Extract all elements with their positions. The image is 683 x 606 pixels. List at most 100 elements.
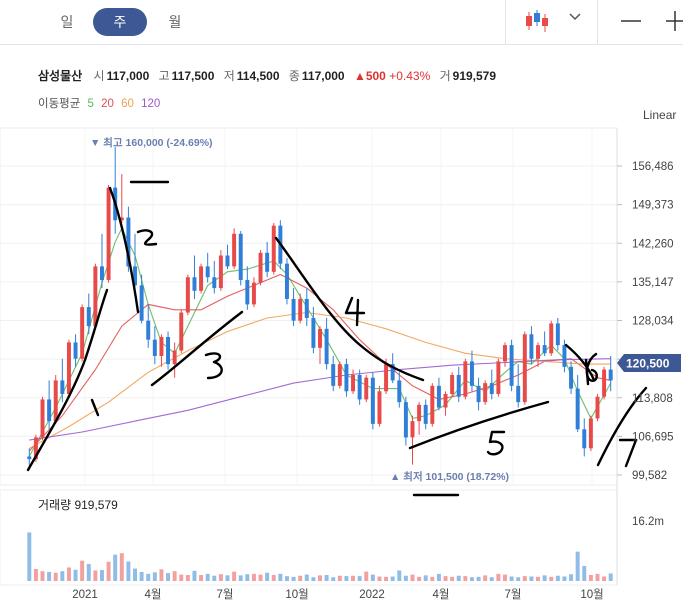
volume-bar xyxy=(503,574,507,581)
candle-body xyxy=(238,233,243,280)
candle-body xyxy=(66,342,71,394)
low-value: 114,500 xyxy=(236,69,280,83)
candle-body xyxy=(503,345,507,362)
candle-body xyxy=(357,374,362,400)
price-tick-label: 156,486 xyxy=(632,161,674,173)
volume-bar xyxy=(542,575,547,581)
ma-60-label[interactable]: 60 xyxy=(121,98,134,110)
drawing-stroke xyxy=(344,296,366,327)
candle-body xyxy=(47,399,52,422)
scale-toggle[interactable]: Linear xyxy=(643,108,677,122)
candle-body xyxy=(549,323,554,354)
volume-bar xyxy=(133,568,137,581)
volume-bar xyxy=(569,574,574,581)
minus-icon[interactable] xyxy=(620,12,642,30)
candle-body xyxy=(205,266,210,278)
tab-daily[interactable]: 일 xyxy=(60,14,74,30)
crosshair-icon[interactable] xyxy=(665,10,683,32)
time-tick-label: 7월 xyxy=(217,588,234,601)
volume-bar xyxy=(436,573,441,581)
volume-bar xyxy=(602,576,607,581)
volume-bar xyxy=(172,571,177,581)
drawing-stroke xyxy=(90,398,100,417)
volume-bar xyxy=(93,570,98,581)
volume-bar xyxy=(536,576,541,581)
candle-body xyxy=(172,350,177,365)
volume-bar xyxy=(225,575,230,581)
ma-120-label[interactable]: 120 xyxy=(141,98,161,110)
volume-bar xyxy=(238,575,243,581)
close-value: 117,000 xyxy=(301,69,345,83)
volume-bar xyxy=(351,575,356,581)
candle-body xyxy=(522,334,527,403)
price-change-pct: +0.43% xyxy=(389,69,431,83)
volume-bar xyxy=(384,576,389,581)
candle-body xyxy=(225,255,230,267)
candle-body xyxy=(192,277,197,291)
candle-body xyxy=(542,345,547,354)
time-tick-label: 4월 xyxy=(145,588,162,601)
candle-body xyxy=(509,345,514,386)
drawing-stroke xyxy=(274,236,425,382)
volume-bar xyxy=(86,564,91,581)
candle-body xyxy=(93,266,98,327)
volume-bar xyxy=(304,574,309,581)
ma-20-label[interactable]: 20 xyxy=(101,98,114,110)
tab-monthly[interactable]: 월 xyxy=(168,14,182,30)
drawing-stroke xyxy=(26,288,109,472)
candle-body xyxy=(60,380,65,394)
candle-body xyxy=(588,418,593,449)
low-label: 저 xyxy=(223,69,235,83)
candle-body xyxy=(450,374,455,394)
volume-bar xyxy=(403,575,408,581)
chevron-down-icon[interactable] xyxy=(568,10,582,24)
candle-body xyxy=(423,404,428,424)
volume-bar xyxy=(106,561,111,581)
candle-body xyxy=(324,328,329,365)
candle-body xyxy=(212,277,217,289)
tab-weekly[interactable]: 주 xyxy=(93,8,147,36)
candle-body xyxy=(377,391,382,424)
volume-bar xyxy=(66,567,71,581)
candle-body xyxy=(33,437,38,460)
candle-body xyxy=(271,225,276,272)
candle-body xyxy=(390,364,395,381)
volume-bar xyxy=(139,571,144,581)
candle-body xyxy=(529,334,534,359)
toolbar-divider xyxy=(597,0,598,44)
candle-body xyxy=(476,385,481,403)
drawing-stroke xyxy=(408,400,550,450)
time-tick-label: 7월 xyxy=(505,588,522,601)
time-axis: 2021 4월 7월 10월 2022 4월 7월 10월 xyxy=(72,588,603,601)
volume-bar xyxy=(417,576,422,581)
volume-bar xyxy=(555,575,560,581)
volume-bar xyxy=(450,576,455,581)
candle-body xyxy=(496,361,501,394)
candle-body xyxy=(417,404,422,422)
high-value: 117,500 xyxy=(171,69,215,83)
volume-bar xyxy=(370,574,375,581)
candlestick-icon[interactable] xyxy=(522,8,552,34)
volume-bar xyxy=(53,572,58,581)
close-label: 종 xyxy=(288,69,300,83)
candle-body xyxy=(608,369,613,381)
ma-5-label[interactable]: 5 xyxy=(87,98,94,110)
candle-body xyxy=(463,361,468,397)
volume-bar xyxy=(80,560,85,581)
candle-body xyxy=(284,263,289,299)
candle-body xyxy=(179,312,184,351)
volume-bar xyxy=(483,575,488,581)
volume-bar xyxy=(364,571,369,581)
volume-bar xyxy=(522,576,527,581)
candle-body xyxy=(311,317,316,348)
volume-bar xyxy=(509,576,514,581)
volume-bar xyxy=(456,575,461,581)
price-tick-label: 113,808 xyxy=(632,393,673,405)
candle-body xyxy=(384,364,389,392)
candle-body xyxy=(456,374,461,397)
volume-bar xyxy=(199,574,204,581)
volume-bar xyxy=(430,576,435,581)
volume-bar xyxy=(47,571,52,581)
volume-bar xyxy=(212,575,217,581)
